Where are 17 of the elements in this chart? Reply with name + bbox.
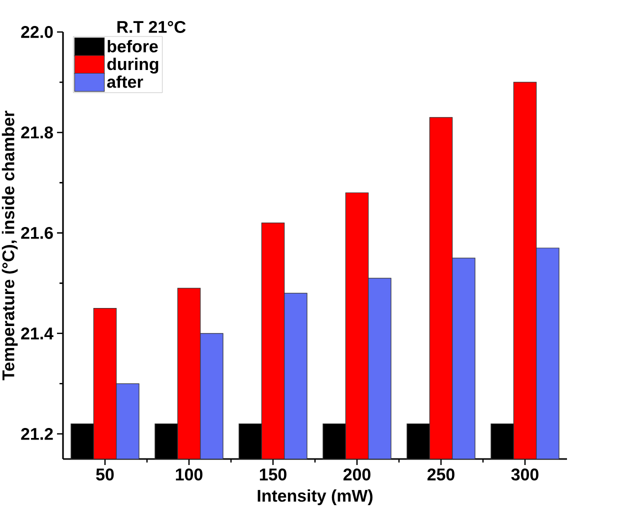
y-tick-label: 21.2 <box>21 428 53 440</box>
legend-label: during <box>107 58 158 74</box>
x-axis-title: Intensity (mW) <box>258 489 372 506</box>
x-tick-label: 100 <box>176 468 202 480</box>
x-tick-label: 250 <box>427 468 454 480</box>
legend-title: R.T 21°C <box>117 20 186 33</box>
x-tick-label: 300 <box>511 468 538 481</box>
x-tick-label: 150 <box>260 468 286 480</box>
x-tick-label: 50 <box>96 468 114 480</box>
y-tick-label: 22.0 <box>21 26 53 38</box>
legend-label: after <box>107 75 144 88</box>
y-tick-label: 21.6 <box>21 226 53 239</box>
y-axis-title: Temperature (°C), inside chamber <box>2 110 18 380</box>
legend-label: before <box>108 40 158 52</box>
x-tick-label: 200 <box>343 468 370 480</box>
y-tick-label: 21.4 <box>21 327 54 340</box>
y-tick-label: 21.8 <box>21 126 53 138</box>
